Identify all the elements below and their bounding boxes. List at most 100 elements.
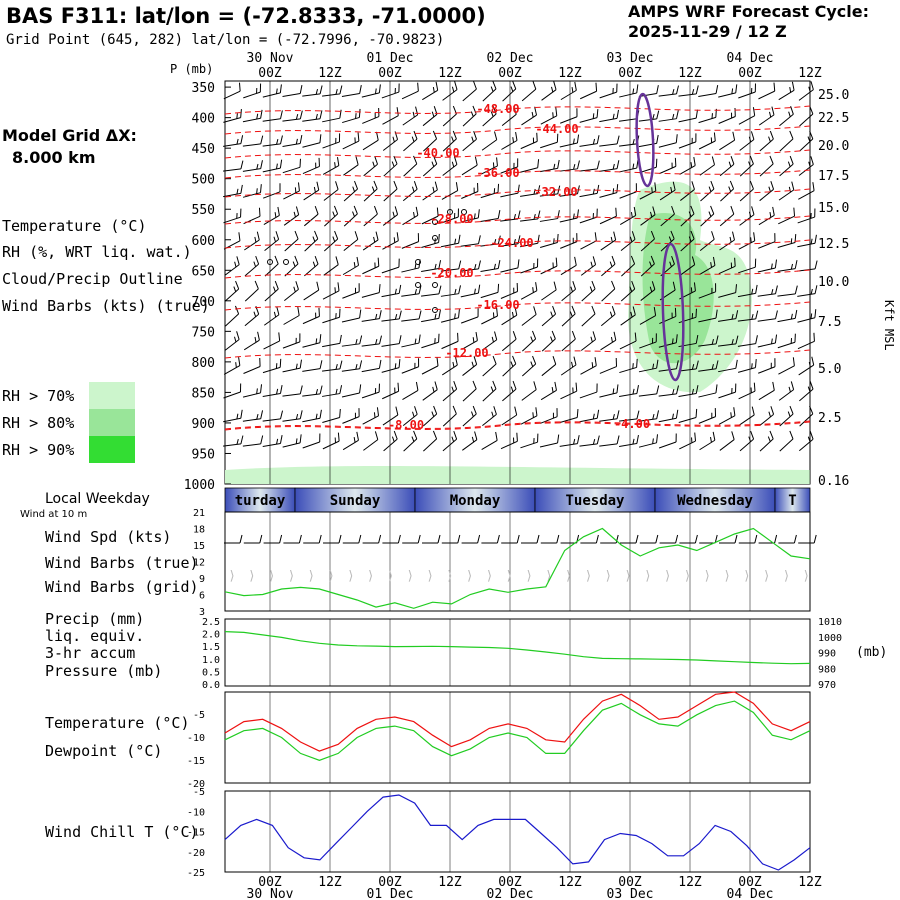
wind-barb-shaft [638,118,657,122]
wind-barb-shaft [262,167,281,173]
wind-barb [658,433,677,449]
top-time-tick: 00Z [738,66,762,81]
wind-barb-shaft [797,340,815,350]
wind-barb-flag [434,263,437,270]
pressure-tick-label: 700 [192,295,215,310]
wind-barb [757,334,778,348]
wind-barb [579,409,600,423]
wind-barb [284,230,299,252]
surface-wind-barb-flag [595,534,599,544]
wind-barb-shaft [620,238,636,252]
top-time-tick: 00Z [618,66,642,81]
wind-barb [242,410,264,422]
wind-barb-flag [260,160,263,169]
wind-barb-flag [359,85,362,94]
wind-barb-shaft [302,142,321,148]
wind-barb-flag [334,230,339,240]
wind-barb [522,330,537,352]
wind-barb-shaft [541,89,557,101]
wind-barb [442,156,458,176]
wind-barb-shaft [797,317,816,323]
wind-barb-shaft [560,264,577,276]
wind-barb-flag [771,288,774,295]
wind-barb-flag [414,362,416,369]
wind-barb [759,430,774,452]
wind-barb-shaft [718,391,736,399]
wind-barb-flag [398,284,402,294]
wind-barb [778,181,795,201]
wind-barb-flag [256,87,258,94]
wind-barb-flag [750,237,752,243]
wind-barb-flag [319,433,321,443]
grid-wind-barb: ⟩ [466,569,474,584]
wind-barb-shaft [441,340,459,350]
wind-barb-flag [319,334,322,343]
temperature-contour [224,420,811,430]
wind-barb [621,255,636,277]
pressure-tick-label: 450 [192,142,215,157]
wind-barb [302,334,322,348]
wind-barb [403,155,418,177]
wind-barb-shaft [799,413,814,427]
wind-barb-flag [256,231,260,241]
wind-barb-flag [533,306,537,315]
wind-barb [758,82,776,100]
wind-barb-flag [576,108,578,117]
wind-barb-flag [751,314,754,320]
wind-barb-flag [510,386,514,392]
wind-barb-shaft [619,191,637,199]
wind-barb-shaft [620,314,636,326]
wind-barb-flag [671,338,674,344]
wind-barb-flag [358,283,360,292]
wind-barb-flag [810,288,813,295]
wind-barb-flag [649,286,653,293]
wind-barb-flag [710,205,715,215]
wind-barb-flag [572,281,577,290]
bottom-date-label: 03 Dec [607,887,654,900]
wind-barb-flag [435,81,439,91]
wind-barb-shaft [421,317,439,323]
wind-barb-flag [715,309,718,319]
wind-barb-flag [478,260,481,269]
wind-barb-flag [493,188,496,194]
wind-barb-shaft [500,267,519,273]
wind-barb-flag [259,357,261,367]
wind-barb-shaft [442,138,457,152]
wind-barb [719,155,735,177]
wind-barb-flag [458,285,461,294]
wind-barb [797,309,817,323]
wind-barb-flag [616,384,619,393]
wind-barb [619,183,637,199]
wind-barb-flag [609,261,613,267]
wind-barb [639,307,657,325]
wind-barb-shaft [303,289,319,301]
wind-barb-flag [491,336,494,343]
wind-barb-shaft [678,141,697,149]
wind-barb-flag [472,105,477,115]
wind-barb-shaft [341,343,360,347]
wind-barb-flag [433,155,438,165]
wind-barb-flag [671,162,673,169]
temperature-contour-label: -48.00 [476,102,519,116]
surface-wind-barb-flag [477,534,481,544]
wind-barb-shaft [401,342,420,348]
wind-barb [322,360,343,372]
wind-barb [482,406,497,427]
wind-barb-flag [576,134,580,144]
wind-barb-flag [794,260,798,269]
wind-barb-shaft [441,190,458,200]
wind-barb-flag [590,261,593,268]
wind-barb-shaft [601,288,616,302]
wind-barb-shaft [401,267,420,273]
pressure-tick-label: 500 [192,173,215,188]
wind-barb-shaft [363,439,379,451]
wind-barb-flag [492,162,495,168]
wind-barb-flag [273,311,277,318]
wind-tick-label: 18 [193,525,205,536]
wind-barb-flag [359,384,362,394]
wind-barb [777,285,798,297]
wind-barb [401,358,420,374]
wind-barb-flag [532,412,534,418]
wind-barb [778,81,795,101]
wind-barb-flag [319,409,322,419]
